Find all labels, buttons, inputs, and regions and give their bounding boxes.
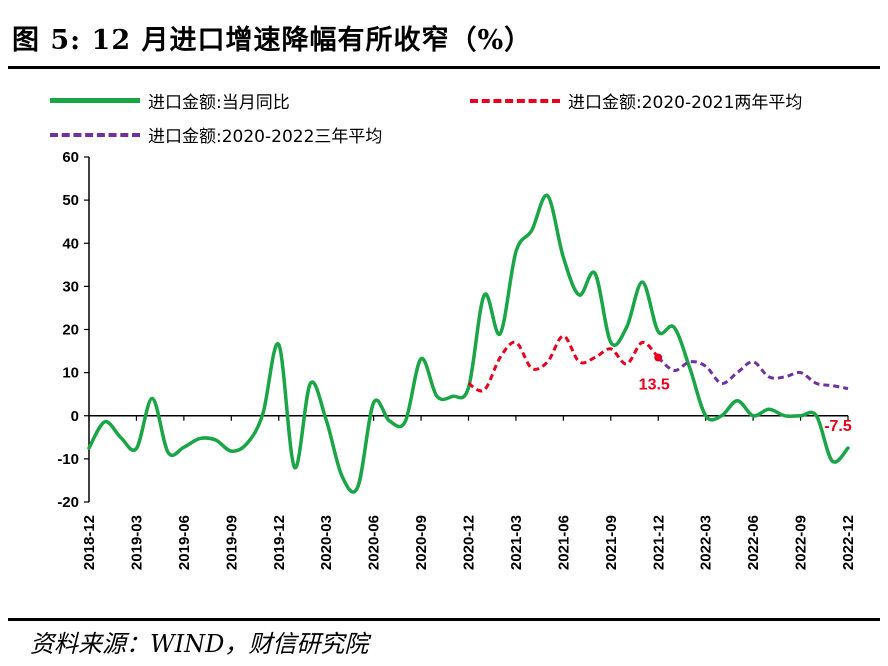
y-tick-label: 10 [62, 365, 79, 382]
x-tick-label: 2019-09 [223, 515, 240, 570]
legend-item-s1: 进口金额:当月同比 [50, 88, 290, 113]
y-tick-label: 20 [62, 322, 79, 339]
legend-label-s2: 进口金额:2020-2021两年平均 [568, 93, 803, 113]
data-label-13-5: 13.5 [639, 377, 670, 394]
legend-item-s2: 进口金额:2020-2021两年平均 [470, 88, 802, 113]
x-tick-label: 2018-12 [81, 515, 98, 570]
x-tick-label: 2019-06 [176, 515, 193, 570]
y-tick-label: 50 [62, 192, 79, 209]
x-tick-label: 2020-12 [461, 515, 478, 570]
x-tick-label: 2022-09 [793, 515, 810, 570]
y-tick-label: 0 [71, 408, 79, 425]
x-tick-label: 2022-03 [698, 515, 715, 570]
chart-title: 图 5: 12 月进口增速降幅有所收窄（%） [12, 25, 533, 56]
legend-label-s3: 进口金额:2020-2022三年平均 [148, 127, 383, 147]
legend-swatch-s2 [470, 98, 560, 103]
y-tick-label: -10 [57, 451, 79, 468]
annotation-point [654, 353, 663, 362]
series-line-monthly-yoy [87, 193, 850, 494]
x-tick-label: 2021-12 [650, 515, 667, 570]
x-tick-label: 2020-03 [318, 515, 335, 570]
y-tick-label: 40 [62, 235, 79, 252]
x-tick-label: 2021-03 [508, 515, 525, 570]
y-tick-label: -20 [57, 494, 79, 511]
series-line-three-year-avg [657, 356, 849, 391]
x-tick-label: 2020-06 [366, 515, 383, 570]
x-tick-label: 2020-09 [413, 515, 430, 570]
y-tick-label: 30 [62, 278, 79, 295]
x-tick-label: 2021-09 [603, 515, 620, 570]
bottom-rule [8, 618, 880, 621]
x-tick-label: 2019-12 [271, 515, 288, 570]
x-tick-label: 2019-03 [128, 515, 145, 570]
legend-swatch-s3 [50, 132, 140, 137]
data-label-neg-7-5: -7.5 [824, 418, 852, 435]
x-tick-label: 2022-12 [840, 515, 857, 570]
legend-swatch-s1 [50, 98, 140, 103]
legend-item-s3: 进口金额:2020-2022三年平均 [50, 122, 382, 147]
top-rule [8, 66, 880, 69]
x-tick-label: 2021-06 [555, 515, 572, 570]
x-tick-label: 2022-06 [745, 515, 762, 570]
source-note: 资料来源：WIND，财信研究院 [30, 630, 369, 658]
y-tick-label: 60 [62, 149, 79, 166]
legend-label-s1: 进口金额:当月同比 [148, 93, 290, 113]
series-line-two-year-avg [467, 334, 660, 393]
